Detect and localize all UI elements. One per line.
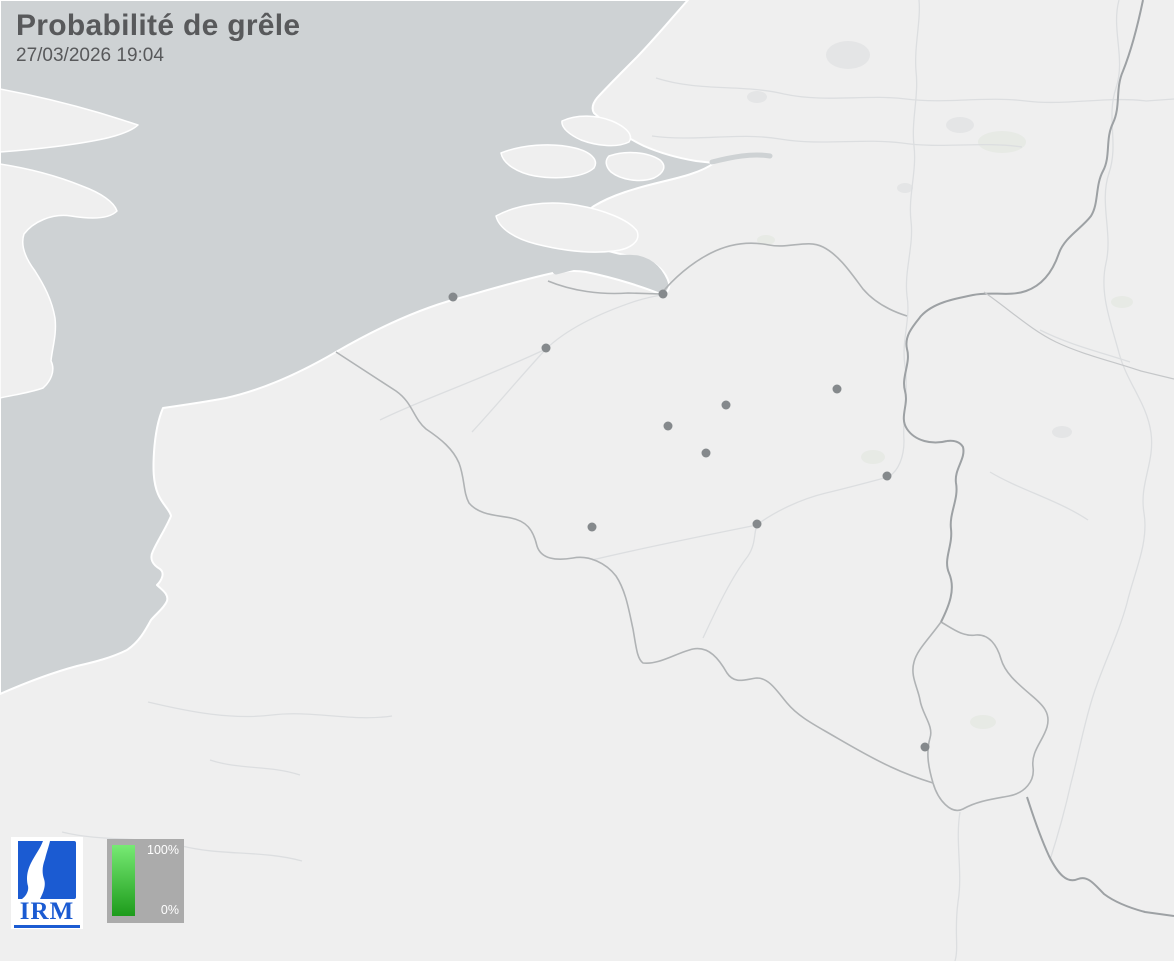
delta-islands xyxy=(495,115,665,253)
city-dot xyxy=(541,343,551,353)
legend-min-label: 0% xyxy=(160,903,179,917)
irm-logo: IRM xyxy=(11,837,83,929)
irm-logo-icon xyxy=(18,841,76,899)
city-dot xyxy=(663,421,673,431)
city-dot xyxy=(701,448,711,458)
forecast-datetime: 27/03/2026 19:04 xyxy=(16,45,164,66)
england-landmass xyxy=(0,88,139,399)
probability-legend: 100% 0% xyxy=(107,839,184,923)
estuary-channels xyxy=(552,152,773,290)
city-dot xyxy=(832,384,842,394)
city-dots-layer xyxy=(448,289,930,752)
city-dot xyxy=(752,519,762,529)
city-dot xyxy=(882,471,892,481)
terrain-patches xyxy=(747,41,1133,729)
city-dot xyxy=(658,289,668,299)
legend-gradient-bar xyxy=(112,845,135,916)
irm-logo-text: IRM xyxy=(14,899,80,928)
legend-max-label: 100% xyxy=(147,843,179,857)
country-borders xyxy=(335,0,1174,917)
city-dot xyxy=(587,522,597,532)
city-dot xyxy=(721,400,731,410)
city-dot xyxy=(920,742,930,752)
map-header: Probabilité de grêle 27/03/2026 19:04 xyxy=(16,8,300,68)
page-title: Probabilité de grêle xyxy=(16,9,301,42)
city-dot xyxy=(448,292,458,302)
